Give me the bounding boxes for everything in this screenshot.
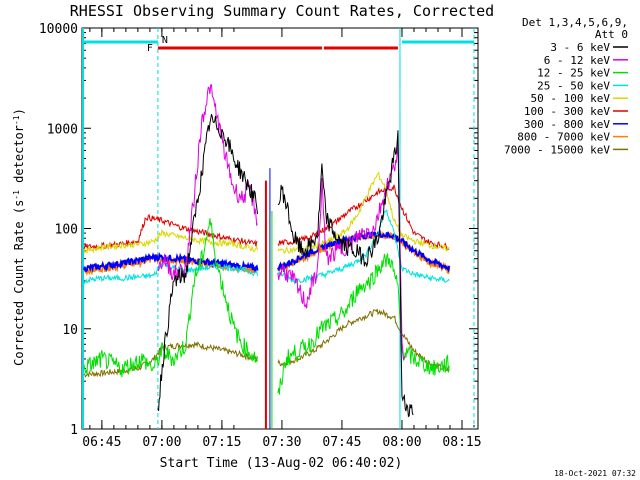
x-tick-label: 06:45 xyxy=(82,435,121,450)
flag-f-label: F xyxy=(147,43,153,54)
plot-frame xyxy=(81,27,479,430)
legend-entry-label: 12 - 25 keV xyxy=(537,67,610,80)
legend-entry-label: 6 - 12 keV xyxy=(544,54,611,67)
y-tick-label: 1 xyxy=(70,423,78,438)
y-axis-label-mid: detector xyxy=(12,125,26,190)
timestamp: 18-Oct-2021 07:32 xyxy=(554,469,636,478)
series-line-25to50keV xyxy=(83,209,450,286)
legend-entry-label: 800 - 7000 keV xyxy=(517,131,610,144)
x-axis-label: Start Time (13-Aug-02 06:40:02) xyxy=(160,456,403,471)
series-line-6to12keV xyxy=(157,84,406,361)
x-tick-label: 07:00 xyxy=(142,435,181,450)
y-axis-label: Corrected Count Rate (s-1 detector-1) xyxy=(12,108,27,366)
chart-title: RHESSI Observing Summary Count Rates, Co… xyxy=(70,2,494,20)
legend-entry-label: 50 - 100 keV xyxy=(531,92,611,105)
y-axis-label-sup2: -1 xyxy=(12,115,21,125)
series-line-300to800keV xyxy=(82,228,451,274)
legend-entry-label: 100 - 300 keV xyxy=(524,105,610,118)
x-tick-label: 08:15 xyxy=(442,435,481,450)
y-axis-label-main: Corrected Count Rate (s xyxy=(12,200,26,366)
legend-entry-label: 7000 - 15000 keV xyxy=(504,143,610,156)
legend-header-line1: Det 1,3,4,5,6,9, xyxy=(522,16,628,29)
y-axis-label-end: ) xyxy=(12,108,26,115)
y-tick-label: 1000 xyxy=(47,122,78,137)
x-tick-label: 07:30 xyxy=(262,435,301,450)
series-line-3to6keV xyxy=(157,114,414,418)
series-line-50to100keV xyxy=(83,171,450,255)
x-tick-label: 08:00 xyxy=(382,435,421,450)
legend-entry-label: 25 - 50 keV xyxy=(537,79,610,92)
y-axis-label-sup1: -1 xyxy=(12,190,21,200)
series-line-12to25keV xyxy=(83,218,450,395)
x-tick-label: 07:45 xyxy=(322,435,361,450)
plot-area: 1 10 100 1000 10000 06:45 07:00 07:15 07:30 07:45… xyxy=(39,22,482,450)
y-tick-label: 100 xyxy=(55,223,78,238)
legend-entry-label: 300 - 800 keV xyxy=(524,118,610,131)
legend-entry-label: 3 - 6 keV xyxy=(550,41,610,54)
x-tick-label: 07:15 xyxy=(202,435,241,450)
y-tick-label: 10 xyxy=(62,323,78,338)
y-tick-label: 10000 xyxy=(39,22,78,37)
flag-n-label: N xyxy=(162,35,168,46)
legend-header-line2: Att 0 xyxy=(595,28,628,41)
